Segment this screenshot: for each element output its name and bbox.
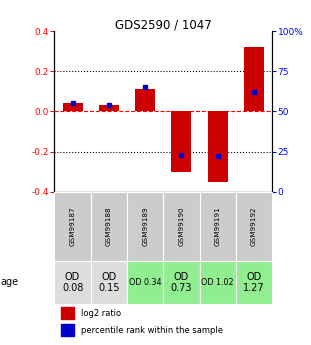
Bar [200,192,236,260]
Text: GSM99189: GSM99189 [142,206,148,246]
Bar [135,89,155,111]
Text: GSM99187: GSM99187 [70,206,76,246]
Bar [244,47,264,111]
Bar [91,260,127,304]
Text: GSM99191: GSM99191 [215,206,221,246]
Bar [127,192,163,260]
Bar [208,111,228,182]
Bar [236,260,272,304]
Bar [163,260,200,304]
Bar [200,260,236,304]
Text: percentile rank within the sample: percentile rank within the sample [81,326,223,335]
Bar [99,105,119,111]
Bar [171,111,191,172]
Text: OD
0.08: OD 0.08 [62,272,83,293]
Title: GDS2590 / 1047: GDS2590 / 1047 [115,18,212,31]
Text: log2 ratio: log2 ratio [81,309,121,318]
Bar [127,260,163,304]
Text: OD
0.15: OD 0.15 [98,272,120,293]
Bar [61,307,74,319]
Bar [54,260,91,304]
Bar [236,192,272,260]
Text: GSM99190: GSM99190 [179,206,184,246]
Text: OD 1.02: OD 1.02 [202,278,234,287]
Text: GSM99192: GSM99192 [251,206,257,246]
Text: OD 0.34: OD 0.34 [129,278,161,287]
Bar [91,192,127,260]
Bar [63,104,82,111]
Text: age: age [0,277,18,287]
Text: OD
0.73: OD 0.73 [171,272,192,293]
Bar [61,324,74,336]
Bar [54,192,91,260]
Bar [163,192,200,260]
Text: GSM99188: GSM99188 [106,206,112,246]
Text: OD
1.27: OD 1.27 [243,272,265,293]
